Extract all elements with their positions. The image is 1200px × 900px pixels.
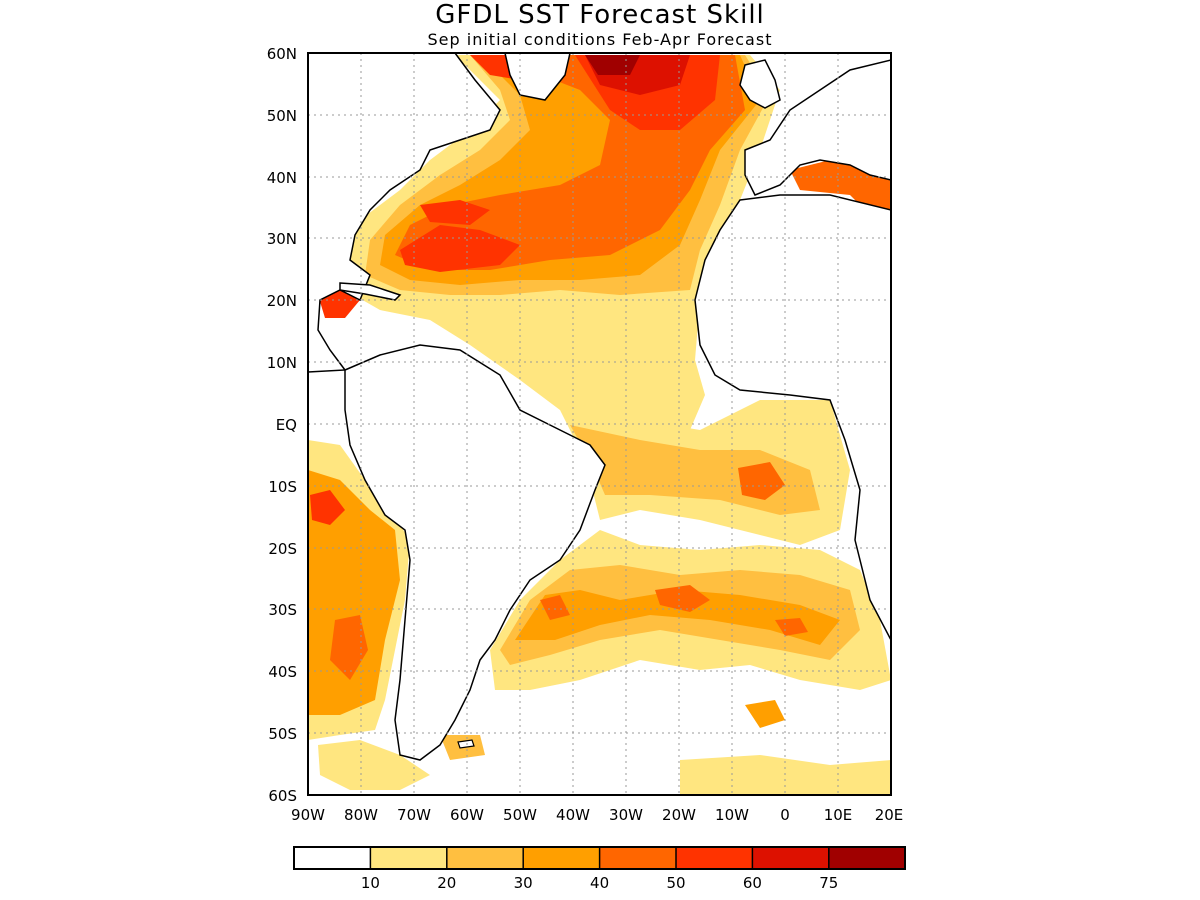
lon-axis: 90W 80W 70W 60W 50W 40W 30W 20W 10W 0 10… [291, 806, 903, 824]
skill-contour-south-30 [745, 700, 785, 728]
skill-contour-satl-40c [540, 595, 570, 620]
colorbar-tick-label: 75 [819, 874, 838, 892]
colorbar: 10 20 30 40 50 60 75 [293, 846, 906, 892]
lat-label: 10N [267, 354, 297, 372]
gridlines [308, 53, 891, 795]
lon-label: 10E [824, 806, 853, 824]
map-frame [307, 52, 892, 796]
colorbar-swatch-3 [523, 847, 600, 869]
colorbar-frame [293, 846, 906, 870]
skill-contour-epac-50 [310, 490, 345, 525]
lon-label: 50W [503, 806, 537, 824]
lat-label: 60N [267, 45, 297, 63]
lat-label: 60S [268, 787, 297, 805]
lon-label: 90W [291, 806, 325, 824]
lat-label: 20S [268, 540, 297, 558]
lat-label: 20N [267, 292, 297, 310]
skill-contour-tropical-40 [738, 462, 785, 500]
cuba-landmass [339, 282, 402, 301]
skill-contour-epac-40 [330, 615, 368, 680]
colorbar-swatch-0 [294, 847, 371, 869]
colorbar-tick-label: 20 [437, 874, 456, 892]
lon-label: 10W [715, 806, 749, 824]
skill-contour-satl-40b [775, 618, 808, 636]
lat-label: 50S [268, 725, 297, 743]
map-subtitle: Sep initial conditions Feb-Apr Forecast [427, 30, 773, 49]
lat-label: 30S [268, 601, 297, 619]
lon-label: 60W [450, 806, 484, 824]
skill-contour-caribbean [318, 290, 360, 318]
falklands-landmass [457, 739, 475, 749]
lat-label: 10S [268, 478, 297, 496]
skill-contour-nat-50c [400, 225, 520, 272]
colorbar-swatch-4 [599, 847, 676, 869]
lon-label: 30W [609, 806, 643, 824]
europe-landmass [744, 59, 891, 196]
lat-label: 50N [267, 107, 297, 125]
lon-label: 20E [875, 806, 904, 824]
colorbar-swatch-7 [828, 847, 905, 869]
colorbar-tick-label: 50 [666, 874, 685, 892]
lon-label: 0 [780, 806, 790, 824]
colorbar-tick-label: 40 [590, 874, 609, 892]
skill-contour-satl-40 [655, 585, 710, 612]
lon-label: 40W [556, 806, 590, 824]
colorbar-tick-label: 10 [361, 874, 380, 892]
colorbar-tick-label: 60 [743, 874, 762, 892]
colorbar-swatch-5 [676, 847, 753, 869]
lon-label: 70W [397, 806, 431, 824]
colorbar-swatch-2 [446, 847, 524, 869]
skill-contour-south-10 [318, 740, 430, 790]
british-isles-landmass [739, 59, 781, 109]
lat-label: 30N [267, 230, 297, 248]
lon-label: 80W [344, 806, 378, 824]
skill-contour-satl-30 [515, 590, 840, 645]
lat-label: 40S [268, 663, 297, 681]
greenland-landmass [504, 53, 571, 101]
land-layer [308, 53, 891, 761]
lat-label: 40N [267, 169, 297, 187]
map-title: GFDL SST Forecast Skill [435, 0, 765, 30]
colorbar-swatch-6 [752, 847, 829, 869]
skill-contour-nat-50d [420, 200, 490, 225]
colorbar-swatch-1 [370, 847, 447, 869]
lat-axis: 60N 50N 40N 30N 20N 10N EQ 10S 20S 30S 4… [267, 45, 297, 805]
lat-label: EQ [276, 416, 297, 434]
lon-label: 20W [662, 806, 696, 824]
south-america-landmass [344, 344, 606, 761]
colorbar-tick-label: 30 [514, 874, 533, 892]
